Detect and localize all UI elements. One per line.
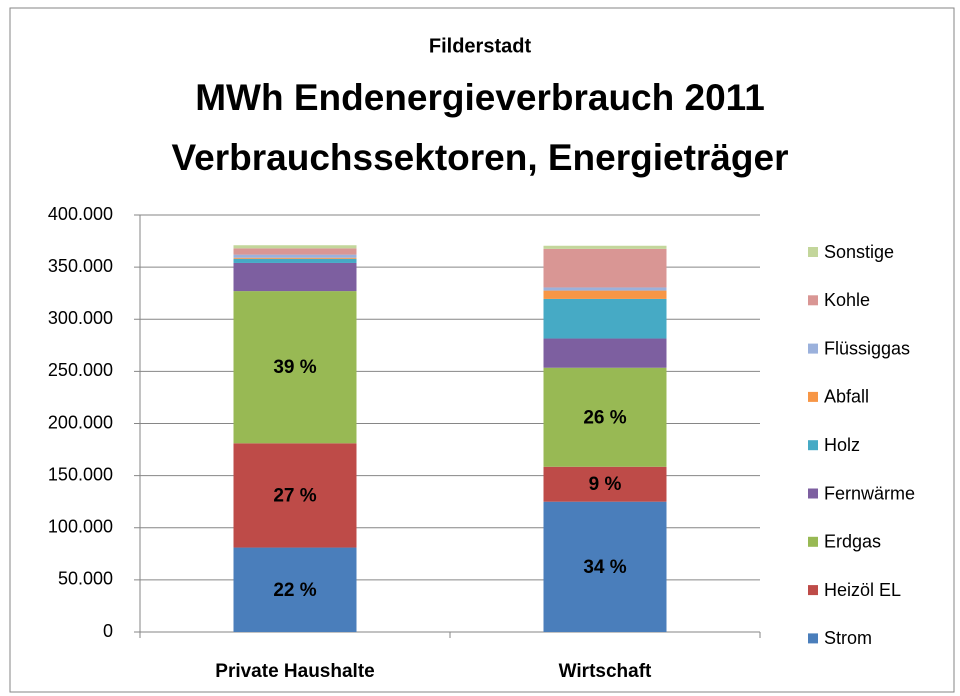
y-tick-label: 100.000	[48, 517, 113, 537]
data-label: 9 %	[589, 474, 622, 495]
chart-title: Verbrauchssektoren, Energieträger	[172, 137, 789, 178]
y-tick-label: 300.000	[48, 308, 113, 328]
legend-swatch	[808, 295, 818, 306]
legend-swatch	[808, 391, 818, 402]
bar-segment	[233, 258, 357, 263]
legend-label: Abfall	[824, 387, 869, 407]
y-tick-label: 250.000	[48, 360, 113, 380]
legend-swatch	[808, 247, 818, 257]
legend-label: Sonstige	[824, 242, 894, 262]
bar-segment	[543, 466, 667, 502]
x-tick-label: Wirtschaft	[559, 661, 652, 682]
chart-title: MWh Endenergieverbrauch 2011	[195, 77, 765, 118]
legend-swatch	[808, 440, 818, 451]
legend-label: Flüssiggas	[824, 338, 910, 358]
legend-swatch	[808, 633, 818, 644]
legend-swatch	[808, 343, 818, 354]
data-label: 27 %	[273, 485, 316, 506]
legend-label: Holz	[824, 435, 860, 455]
bar-segment	[543, 287, 667, 291]
data-label: 26 %	[583, 407, 626, 428]
bar-segment	[543, 245, 667, 249]
legend-label: Heizöl EL	[824, 580, 901, 600]
bar-segment	[543, 248, 667, 288]
bar-segment	[233, 254, 357, 258]
bar-segment	[233, 291, 357, 444]
bar-segment	[543, 338, 667, 368]
legend-label: Strom	[824, 628, 872, 648]
bar-segment	[233, 547, 357, 632]
bar-segment	[233, 257, 357, 259]
data-label: 39 %	[273, 357, 316, 378]
legend-label: Fernwärme	[824, 483, 915, 503]
chart-border	[9, 7, 955, 693]
x-tick-label: Private Haushalte	[215, 661, 374, 682]
y-tick-label: 0	[103, 621, 113, 641]
bar-segment	[543, 367, 667, 467]
legend-swatch	[808, 488, 818, 499]
y-tick-label: 350.000	[48, 256, 113, 276]
bar-segment	[233, 245, 357, 249]
data-label: 22 %	[273, 580, 316, 601]
legend-swatch	[808, 536, 818, 547]
bar-segment	[233, 262, 357, 292]
y-tick-label: 200.000	[48, 412, 113, 432]
bar-segment	[233, 443, 357, 548]
chart-subtitle: Filderstadt	[429, 35, 532, 57]
legend-label: Erdgas	[824, 532, 881, 552]
bar-segment	[543, 298, 667, 339]
bar-segment	[233, 248, 357, 255]
y-tick-label: 400.000	[48, 204, 113, 224]
legend-label: Kohle	[824, 290, 870, 310]
bar-segment	[543, 290, 667, 299]
data-label: 34 %	[583, 557, 626, 578]
legend-swatch	[808, 585, 818, 596]
y-tick-label: 150.000	[48, 464, 113, 484]
bar-segment	[543, 501, 667, 632]
y-tick-label: 50.000	[58, 569, 113, 589]
